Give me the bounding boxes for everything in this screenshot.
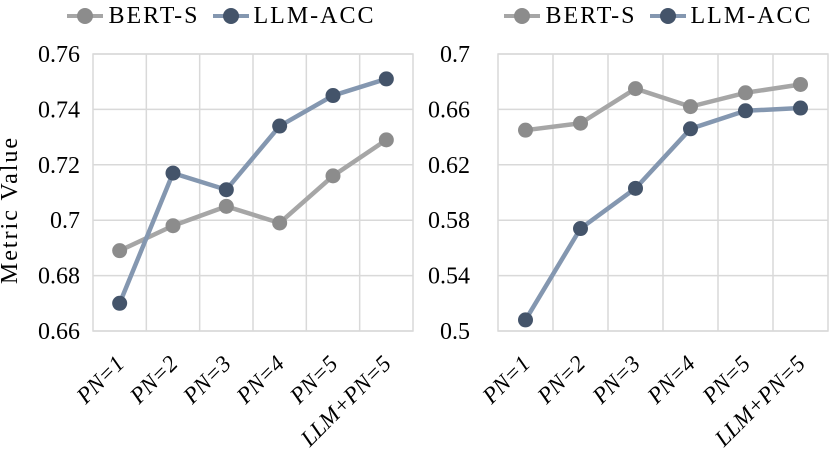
llm-acc-marker [218, 182, 234, 198]
x-axis-label: PN=2 [532, 351, 590, 409]
x-axis-label: PN=4 [231, 351, 289, 409]
y-axis-tick-label: 0.7 [50, 208, 80, 234]
bert-s-marker [378, 132, 394, 148]
bert-s-marker [112, 243, 128, 259]
bert-s-marker [683, 99, 698, 115]
y-axis-tick-label: 0.7 [440, 42, 470, 68]
x-axis-label: PN=1 [71, 351, 129, 409]
y-axis-tick-label: 0.66 [428, 97, 470, 123]
bert-s-marker [325, 168, 341, 184]
legend-label: BERT-S [108, 3, 200, 29]
legend-label: BERT-S [545, 3, 637, 29]
bert-s-marker [272, 215, 288, 231]
x-axis-label: PN=2 [124, 351, 182, 409]
legend-dot-icon [514, 8, 531, 24]
y-axis-tick-label: 0.62 [428, 153, 470, 179]
legend-item-bert-s: BERT-S [504, 4, 636, 28]
bert-s-marker [628, 81, 643, 97]
y-axis-tick-label: 0.58 [428, 208, 470, 234]
bert-s-marker [573, 115, 588, 131]
legend-label: LLM-ACC [253, 3, 376, 29]
x-axis-label: PN=1 [477, 351, 535, 409]
y-axis-title: Metric Value [0, 136, 23, 284]
legend-marker [67, 8, 104, 24]
legend-right: BERT-S LLM-ACC [415, 1, 830, 31]
legend-marker [212, 8, 249, 24]
legend-left: BERT-S LLM-ACC [0, 1, 429, 31]
llm-acc-marker [272, 118, 288, 134]
llm-acc-marker [112, 295, 128, 311]
legend-item-llm-acc: LLM-ACC [212, 3, 376, 29]
llm-acc-marker [165, 165, 181, 181]
bert-s-marker [218, 198, 234, 214]
legend-marker [649, 8, 686, 24]
llm-acc-line [523, 105, 801, 322]
x-axis-label: PN=4 [642, 351, 700, 409]
llm-acc-line [117, 76, 388, 305]
plot-border [92, 53, 414, 332]
legend-dot-icon [77, 8, 94, 24]
bert-s-marker [738, 85, 753, 101]
llm-acc-marker [628, 180, 643, 196]
llm-acc-marker [325, 88, 341, 104]
y-axis-tick-label: 0.5 [440, 319, 470, 345]
bert-s-line [118, 138, 388, 253]
y-axis-tick-label: 0.66 [38, 319, 80, 345]
llm-acc-marker [793, 100, 808, 116]
bert-s-marker [793, 76, 808, 92]
y-axis-tick-label: 0.68 [38, 264, 80, 290]
plot-border [497, 53, 829, 332]
llm-acc-marker [738, 103, 753, 119]
y-axis-tick-label: 0.76 [38, 42, 80, 68]
x-axis-label: PN=3 [587, 351, 645, 409]
y-axis-tick-label: 0.74 [38, 97, 80, 123]
bert-s-line [525, 82, 801, 133]
y-axis-tick-label: 0.54 [428, 264, 470, 290]
llm-acc-marker [573, 221, 588, 237]
y-axis-tick-label: 0.72 [38, 153, 80, 179]
legend-item-bert-s: BERT-S [67, 4, 199, 28]
bert-s-marker [165, 218, 181, 234]
llm-acc-marker [683, 121, 698, 137]
legend-label: LLM-ACC [690, 3, 813, 29]
bert-s-marker [518, 122, 533, 138]
llm-acc-marker [378, 71, 394, 87]
legend-item-llm-acc: LLM-ACC [649, 3, 813, 29]
legend-dot-icon [659, 8, 676, 24]
x-axis-label: PN=3 [178, 351, 236, 409]
llm-acc-marker [518, 312, 533, 328]
legend-dot-icon [222, 8, 239, 24]
legend-marker [504, 8, 541, 24]
